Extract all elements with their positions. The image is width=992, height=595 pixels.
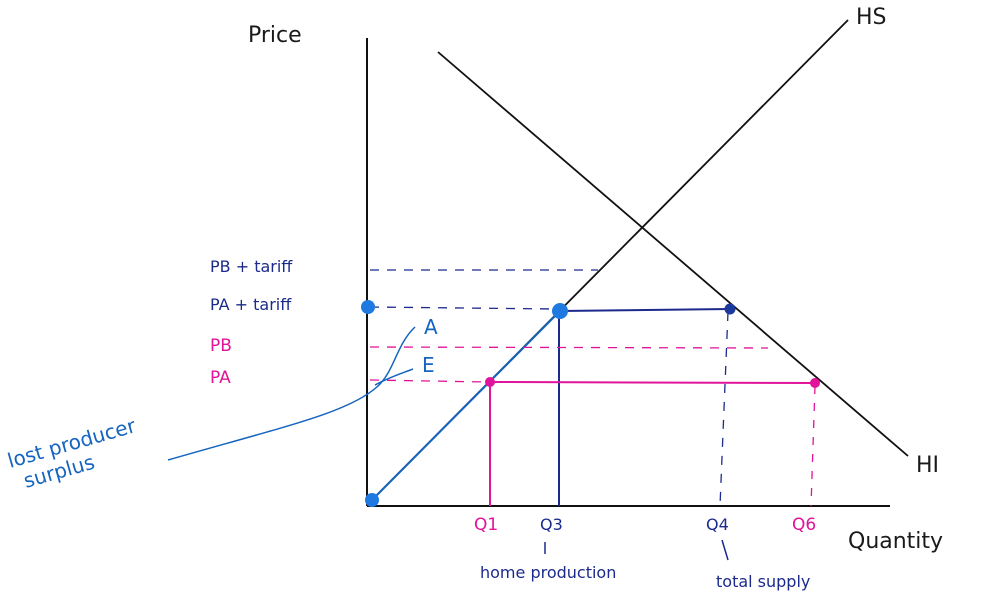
pb-tariff-label: PB + tariff bbox=[210, 257, 293, 276]
q3-supply-dot bbox=[552, 303, 568, 319]
q6-dashed-line bbox=[810, 385, 816, 507]
pa-tariff-dashed-line bbox=[369, 306, 557, 310]
pa-solid-line bbox=[489, 381, 817, 384]
q4-dashed-line bbox=[719, 311, 729, 507]
q4-label: Q4 bbox=[706, 515, 729, 534]
q4-pointer-tick bbox=[721, 539, 729, 561]
area-e-label: E bbox=[422, 353, 435, 377]
q4-demand-dot bbox=[724, 303, 736, 315]
pb-label: PB bbox=[210, 336, 232, 356]
x-axis-label: Quantity bbox=[848, 529, 943, 554]
demand-curve-label: HI bbox=[916, 453, 939, 478]
pa-tariff-axis-dot bbox=[361, 300, 375, 314]
q1-supply-dot bbox=[485, 377, 495, 387]
pa-tariff-label: PA + tariff bbox=[210, 295, 292, 314]
q6-demand-dot bbox=[810, 378, 820, 388]
y-axis-label: Price bbox=[248, 23, 302, 48]
pointer-to-a bbox=[167, 326, 416, 461]
pa-label: PA bbox=[210, 368, 231, 388]
q6-label: Q6 bbox=[792, 515, 816, 535]
home-production-label: home production bbox=[480, 563, 616, 582]
total-supply-label: total supply bbox=[716, 572, 810, 591]
supply-segment-highlight bbox=[371, 310, 561, 501]
origin-dot bbox=[365, 493, 379, 507]
demand-curve bbox=[437, 51, 909, 457]
pa-tariff-solid-line bbox=[559, 308, 731, 312]
q3-label: Q3 bbox=[540, 515, 563, 534]
q1-label: Q1 bbox=[474, 515, 498, 535]
area-a-label: A bbox=[424, 315, 438, 339]
pb-dashed-line bbox=[369, 346, 769, 349]
pointer-to-e bbox=[374, 368, 414, 386]
pa-dashed-line bbox=[369, 379, 489, 383]
supply-curve-label: HS bbox=[856, 5, 887, 30]
